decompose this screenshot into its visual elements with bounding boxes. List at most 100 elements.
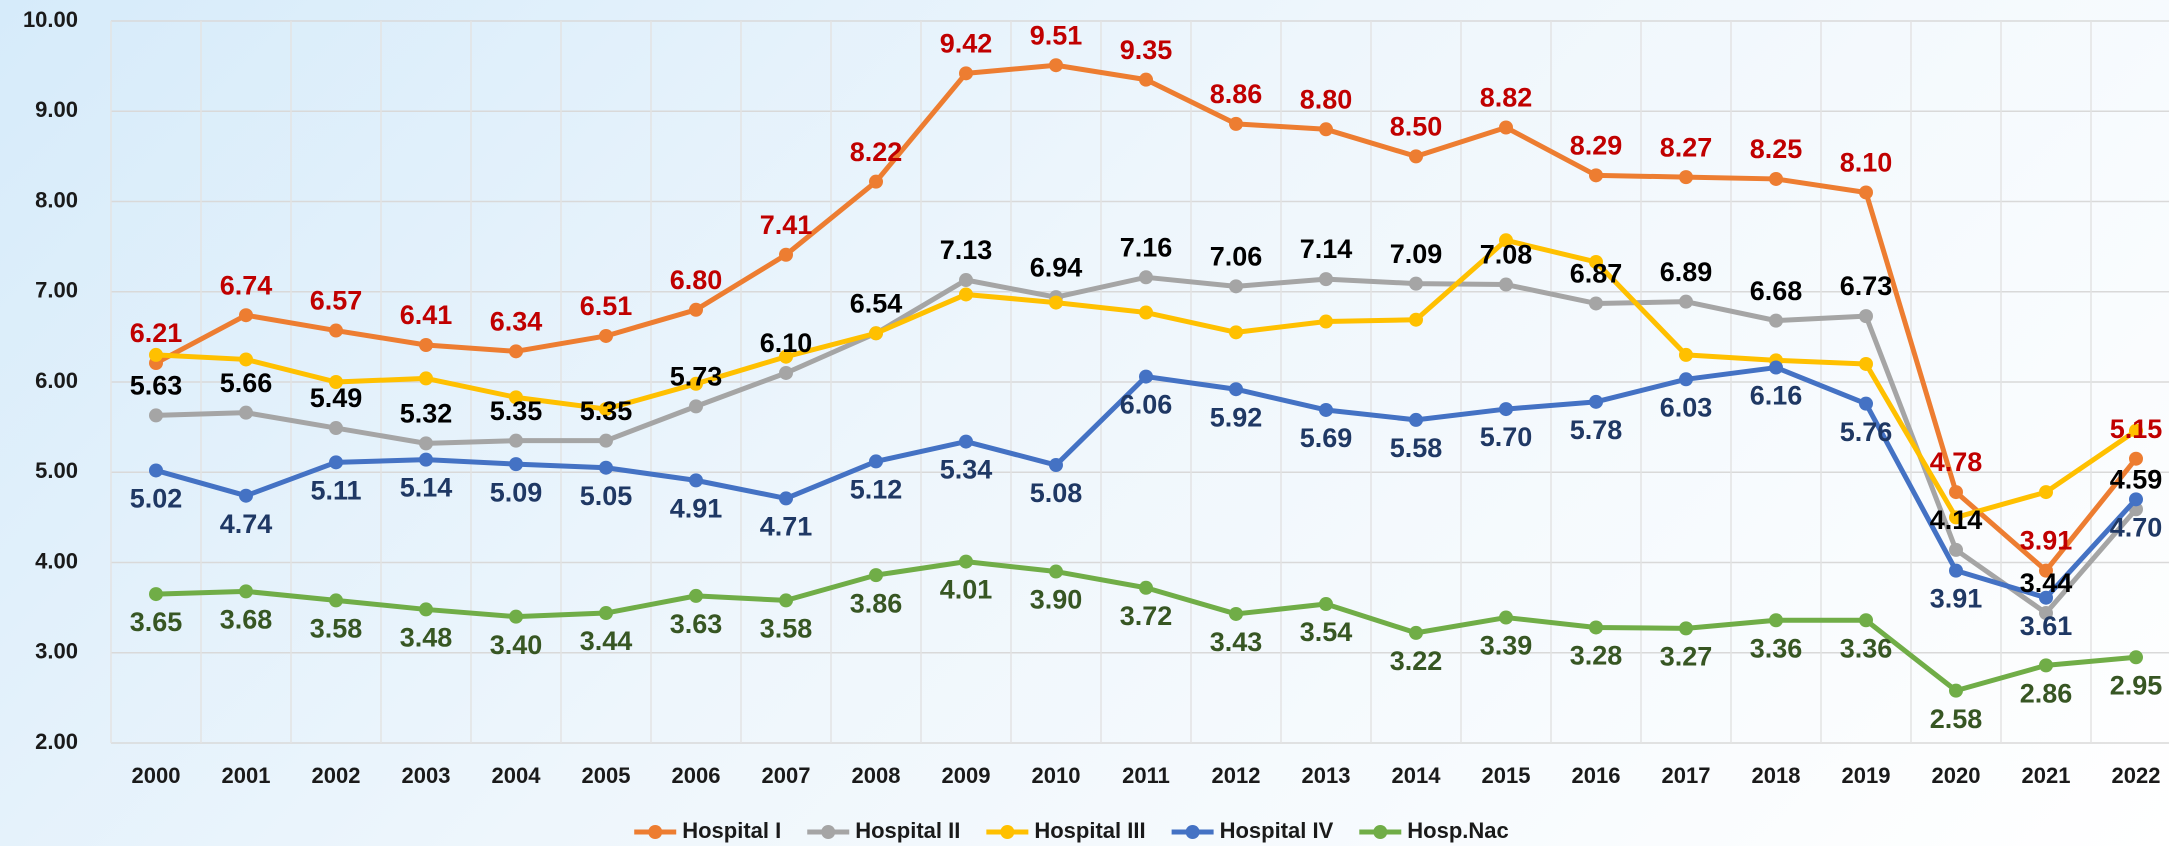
x-tick-label: 2002: [312, 763, 361, 788]
point: [1859, 396, 1873, 411]
legend-label: Hospital I: [682, 818, 781, 843]
point: [869, 454, 883, 469]
point: [1589, 254, 1603, 269]
point: [959, 434, 973, 449]
x-tick-label: 2019: [1842, 763, 1891, 788]
data-label: 9.42: [940, 28, 993, 58]
point: [239, 584, 253, 599]
point: [689, 399, 703, 414]
data-label: 5.78: [1570, 415, 1623, 445]
data-label: 6.41: [400, 300, 453, 330]
series: [149, 58, 2143, 578]
data-label: 6.03: [1660, 392, 1713, 422]
data-label: 8.10: [1840, 148, 1893, 178]
data-label: 5.32: [400, 398, 453, 428]
point: [419, 337, 433, 352]
data-label: 5.35: [490, 396, 543, 426]
data-label: 7.08: [1480, 240, 1533, 270]
data-label: 5.73: [670, 361, 723, 391]
data-label: 3.91: [2020, 526, 2073, 556]
data-label: 5.66: [220, 368, 273, 398]
x-tick-label: 2003: [402, 763, 451, 788]
data-label: 3.91: [1930, 584, 1983, 614]
data-label: 5.92: [1210, 402, 1263, 432]
data-label: 6.10: [760, 328, 813, 358]
data-label: 3.36: [1750, 633, 1803, 663]
x-tick-label: 2010: [1032, 763, 1081, 788]
point: [599, 460, 613, 475]
point: [1679, 621, 1693, 636]
data-label: 7.13: [940, 235, 993, 265]
data-label: 7.16: [1120, 232, 1173, 262]
point: [1769, 613, 1783, 628]
point: [1499, 402, 1513, 417]
point: [1409, 412, 1423, 427]
data-label: 3.28: [1570, 641, 1623, 671]
y-tick-label: 4.00: [35, 548, 78, 573]
x-tick-label: 2020: [1932, 763, 1981, 788]
legend-marker: [1000, 825, 1015, 839]
point: [149, 347, 163, 362]
point: [1409, 276, 1423, 291]
data-label: 2.58: [1930, 704, 1983, 734]
point: [959, 554, 973, 569]
point: [1589, 168, 1603, 183]
legend: Hospital I Hospital II Hospital III Hospita…: [634, 818, 1509, 843]
data-label: 6.73: [1840, 271, 1893, 301]
point: [599, 328, 613, 343]
point: [1589, 620, 1603, 635]
data-label: 3.90: [1030, 585, 1083, 615]
x-tick-label: 2021: [2022, 763, 2071, 788]
legend-marker: [1373, 825, 1388, 839]
point: [509, 457, 523, 472]
point: [2129, 650, 2143, 665]
x-tick-label: 2000: [132, 763, 181, 788]
data-label: 6.80: [670, 265, 723, 295]
data-label: 4.71: [760, 512, 813, 542]
point: [329, 323, 343, 338]
data-label: 6.57: [310, 286, 363, 316]
point: [1589, 394, 1603, 409]
data-label: 5.08: [1030, 478, 1083, 508]
point: [689, 376, 703, 391]
point: [1049, 295, 1063, 310]
data-label: 6.87: [1570, 259, 1623, 289]
legend-label: Hospital II: [855, 818, 960, 843]
point: [239, 488, 253, 503]
data-label: 6.74: [220, 270, 273, 300]
data-label: 8.82: [1480, 83, 1533, 113]
data-label: 8.86: [1210, 79, 1263, 109]
data-label: 6.51: [580, 291, 633, 321]
point: [509, 433, 523, 448]
point: [1859, 356, 1873, 371]
data-label: 9.35: [1120, 35, 1173, 65]
data-label: 6.06: [1120, 390, 1173, 420]
data-label: 5.12: [850, 475, 903, 505]
series: [149, 233, 2143, 525]
data-label: 7.06: [1210, 241, 1263, 271]
point: [149, 587, 163, 602]
data-label: 8.29: [1570, 130, 1623, 160]
y-tick-label: 10.00: [23, 7, 78, 32]
point: [509, 390, 523, 405]
data-label: 4.78: [1930, 447, 1983, 477]
point: [779, 365, 793, 380]
data-label: 7.41: [760, 210, 813, 240]
x-tick-label: 2012: [1212, 763, 1261, 788]
point: [689, 588, 703, 603]
point: [1139, 72, 1153, 87]
data-label: 8.22: [850, 137, 903, 167]
x-tick-label: 2009: [942, 763, 991, 788]
data-label: 3.22: [1390, 646, 1443, 676]
point: [779, 593, 793, 608]
x-tick-label: 2005: [582, 763, 631, 788]
data-label: 7.14: [1300, 234, 1353, 264]
data-label: 3.36: [1840, 633, 1893, 663]
point: [419, 602, 433, 617]
point: [869, 568, 883, 583]
point: [959, 273, 973, 288]
point: [689, 302, 703, 317]
point: [419, 436, 433, 451]
point: [1769, 171, 1783, 186]
data-label: 8.50: [1390, 112, 1443, 142]
